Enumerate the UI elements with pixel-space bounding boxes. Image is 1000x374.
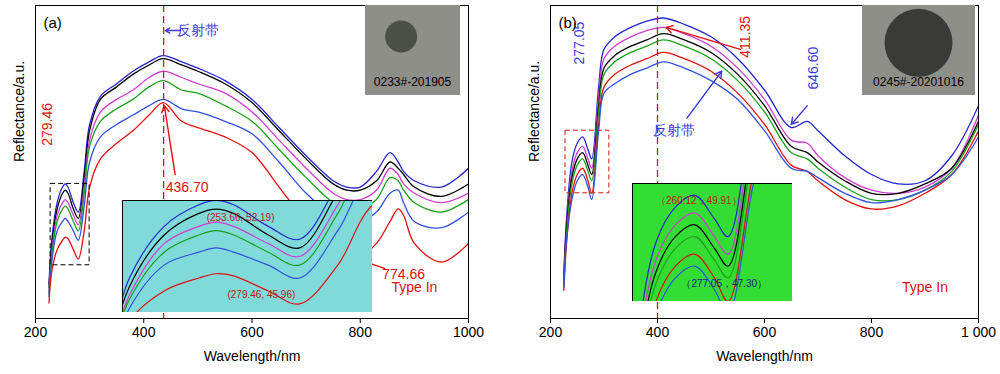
svg-text:(279.46, 45.96): (279.46, 45.96) [227,289,295,300]
svg-text:774.66: 774.66 [382,266,425,283]
svg-text:反射带: 反射带 [177,22,219,38]
svg-text:200: 200 [24,324,48,340]
svg-text:Type In: Type In [902,279,948,295]
svg-text:Type In: Type In [391,279,437,295]
svg-text:(a): (a) [44,14,62,31]
svg-text:400: 400 [646,324,670,340]
svg-text:277.05: 277.05 [571,21,588,65]
svg-text:（277.05，47.30）: （277.05，47.30） [681,278,767,289]
svg-text:Wavelength/nm: Wavelength/nm [204,348,301,364]
svg-text:反射带: 反射带 [653,122,695,138]
svg-text:646.60: 646.60 [805,46,821,89]
svg-text:1 000: 1 000 [961,324,996,340]
svg-text:1000: 1000 [453,324,484,340]
svg-text:436.70: 436.70 [166,179,209,195]
svg-text:800: 800 [349,324,373,340]
html-text:0233#-201905: 0233#-201905 [373,75,452,89]
svg-text:Wavelength/nm: Wavelength/nm [716,348,813,364]
svg-text:600: 600 [240,324,264,340]
svg-text:(253.66, 52.19): (253.66, 52.19) [207,212,275,223]
svg-text:800: 800 [860,324,884,340]
svg-text:200: 200 [539,324,563,340]
svg-text:(b): (b) [559,14,577,31]
svg-text:600: 600 [753,324,777,340]
svg-text:Reflectance/a.u.: Reflectance/a.u. [526,61,542,162]
html-text:0245#-20201016: 0245#-20201016 [873,75,964,89]
svg-text:400: 400 [132,324,156,340]
svg-text:（260.12，49.91）: （260.12，49.91） [656,195,742,206]
svg-text:Reflectance/a.u.: Reflectance/a.u. [11,61,27,162]
svg-text:411.35: 411.35 [737,16,753,58]
svg-text:279.46: 279.46 [39,103,55,146]
